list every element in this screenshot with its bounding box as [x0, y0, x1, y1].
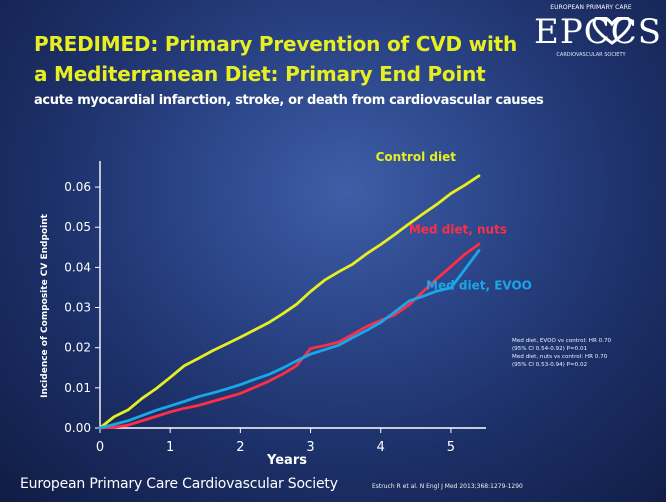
series-label-3: Med diet, EVOO: [426, 278, 532, 292]
y-tick-label: 0.04: [64, 260, 91, 274]
series-label-1: Control diet: [376, 150, 457, 164]
x-tick-label: 2: [236, 440, 244, 455]
series-line-1: [98, 174, 481, 430]
annotation-line: Med diet, nuts vs control: HR 0.70: [512, 354, 608, 360]
series-label-2: Med diet, nuts: [409, 222, 507, 236]
y-tick-label: 0.01: [64, 381, 91, 395]
series-line-2: [98, 242, 481, 430]
annotation-line: Med diet, EVOO vs control: HR 0.70: [512, 338, 612, 344]
series-layer: [98, 174, 481, 430]
y-tick-label: 0.02: [64, 341, 91, 355]
annotation-layer: Med diet, EVOO vs control: HR 0.70 (95% C…: [512, 338, 612, 368]
x-axis-title: Years: [266, 453, 307, 468]
footer-society: European Primary Care Cardiovascular Soc…: [20, 476, 338, 492]
x-tick-label: 0: [96, 440, 104, 455]
heart-logo-icon: [592, 17, 632, 45]
y-axis-title: Incidence of Composite CV Endpoint: [40, 213, 50, 398]
logo-top-text: EUROPEAN PRIMARY CARE: [550, 4, 632, 11]
footer-citation: Estruch R et al. N Engl J Med 2013;368:1…: [372, 483, 523, 490]
annotation-line: (95% CI 0.54-0.92) P=0.01: [512, 346, 588, 352]
y-tick-label: 0.05: [64, 220, 91, 234]
annotation-line: (95% CI 0.53-0.94) P=0.02: [512, 362, 587, 368]
y-tick-label: 0.03: [64, 301, 91, 315]
x-tick-label: 4: [377, 440, 385, 455]
title-line-1: PREDIMED: Primary Prevention of CVD with: [34, 32, 518, 56]
brand-logo: EUROPEAN PRIMARY CARE EPCCS CARDIOVASCUL…: [532, 4, 661, 64]
slide-title: PREDIMED: Primary Prevention of CVD with…: [34, 29, 544, 89]
axes-layer: 0.00 0.01 0.02 0.03 0.04 0.05 0.06 0 1 2 3 4 5 Years I…: [40, 161, 486, 468]
x-tick-label: 5: [447, 440, 455, 455]
labels-layer: Control diet Med diet, nuts Med diet, EVOO: [376, 150, 532, 292]
x-tick-label: 1: [166, 440, 174, 455]
slide-subtitle: acute myocardial infarction, stroke, or …: [34, 93, 544, 108]
x-tick-label: 3: [306, 440, 314, 455]
logo-bottom-text: CARDIOVASCULAR SOCIETY: [556, 52, 626, 58]
y-tick-label: 0.00: [64, 421, 91, 435]
y-tick-label: 0.06: [64, 180, 91, 194]
title-line-2: a Mediterranean Diet: Primary End Point: [34, 62, 486, 86]
series-line-3: [98, 249, 481, 430]
